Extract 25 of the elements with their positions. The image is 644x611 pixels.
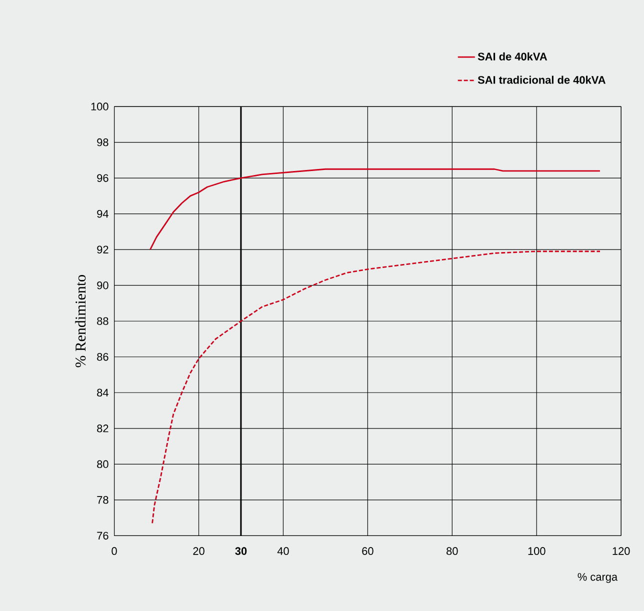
y-tick-label: 94 [97,210,108,218]
y-tick-label: 92 [97,246,108,254]
y-axis-title: % Rendimiento [75,274,86,368]
x-tick-label: 30 [235,547,247,555]
y-tick-label: 78 [97,496,108,504]
x-tick-label: 100 [528,547,546,555]
y-tick-label: 90 [97,281,108,290]
y-tick-label: 96 [97,174,108,182]
y-tick-label: 76 [97,532,108,540]
x-tick-label: 120 [612,547,630,555]
y-tick-label: 98 [97,138,108,146]
x-tick-label: 80 [446,547,458,555]
y-tick-label: 88 [97,317,108,325]
legend-label: SAI tradicional de 40kVA [478,76,606,84]
x-tick-label: 60 [362,547,374,555]
legend-label: SAI de 40kVA [478,52,548,60]
y-tick-label: 100 [91,102,108,110]
y-tick-label: 84 [97,388,108,396]
x-tick-label: 40 [277,547,289,555]
x-axis-title: % carga [578,572,618,583]
y-tick-label: 82 [97,424,108,432]
x-tick-label: 0 [112,547,117,555]
x-tick-label: 20 [193,547,204,555]
y-tick-label: 80 [97,460,108,468]
y-tick-label: 86 [97,352,108,361]
